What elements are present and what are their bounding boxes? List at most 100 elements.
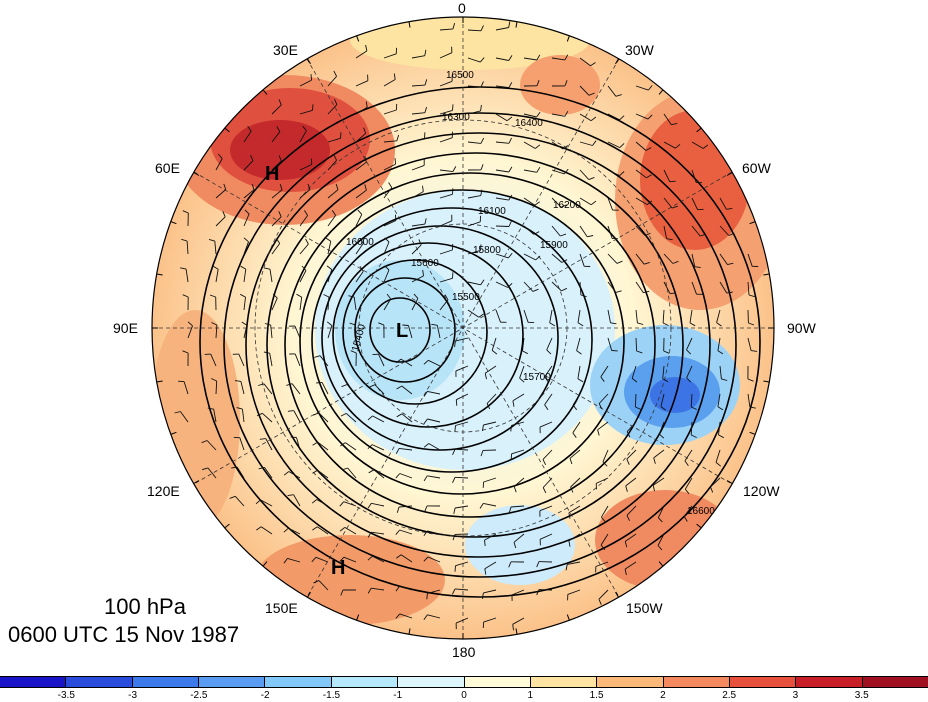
wind-barb-flag [587,235,594,238]
wind-barb [467,249,481,255]
wind-barb-flag [669,292,676,295]
wind-barb-flag [508,55,513,61]
wind-barb-flag [560,204,567,208]
wind-barb [663,253,674,264]
wind-barb-flag [402,324,409,326]
wind-barb [568,533,581,542]
wind-barb-flag [675,143,681,149]
wind-barb [316,499,329,507]
wind-barb [691,141,704,149]
wind-barb [491,337,497,351]
wind-barb [544,393,553,405]
wind-barb [572,421,581,434]
wind-barb [321,382,329,395]
wind-barb [411,112,425,115]
wind-barb-flag [287,410,294,412]
wind-barb [288,471,301,479]
wind-barb-flag [592,140,597,146]
wind-barb-flag [418,239,422,246]
wind-barb [427,418,441,423]
wind-barb-flag [312,469,318,474]
wind-barb [399,585,413,591]
wind-barb-flag [546,349,552,355]
wind-barb-flag [536,589,540,596]
wind-barb-flag [283,558,288,564]
boundary-ticks [152,17,774,639]
wind-barb-flag [653,457,656,464]
wind-barb-flag [211,322,218,326]
wind-barb [427,614,441,619]
wind-barb [427,475,441,479]
wind-barb [467,85,482,88]
colorbar-tick-label: 2 [660,690,666,701]
wind-barb [270,325,273,339]
wind-barb [495,169,509,173]
wind-barb-flag [451,588,456,595]
wind-barb [427,390,441,395]
wind-barb-flag [312,526,318,531]
wind-barb [600,365,609,378]
wind-barb-flag [316,381,323,384]
wind-barb-flag [396,134,400,141]
wind-barb [427,530,441,535]
wind-barb [401,385,413,395]
boundary-tick [156,273,163,276]
wind-barb-flag [454,565,456,572]
wind-barb-flag [480,137,485,144]
wind-barb-flag [669,180,676,183]
wind-barb-flag [694,266,701,269]
wind-barb-flag [367,531,372,538]
wind-barb [635,225,646,236]
wind-barb [210,353,217,367]
wind-barb-flag [715,462,721,467]
wind-barb-flag [454,341,456,348]
wind-barb [378,354,385,367]
warm-anomaly-region [520,55,600,115]
wind-barb-flag [663,350,670,354]
wind-barb-flag [349,322,356,326]
wind-barb [243,189,255,199]
wind-barb [293,494,301,507]
wind-barb [271,243,281,255]
wind-barb-flag [535,144,541,149]
wind-barb-flag [570,486,574,493]
wind-barb [653,449,665,459]
wind-barb [577,365,581,379]
wind-barb [523,281,534,292]
wind-barb [439,299,449,311]
lon-label-60w: 60W [742,160,771,176]
colorbar-segment [597,677,664,687]
wind-barb [411,275,424,283]
wind-barb [523,113,537,118]
wind-barb [373,469,385,479]
wind-barb [240,381,245,395]
wind-barb [467,141,481,144]
high-pressure-marker: H [331,557,346,579]
wind-barb [383,298,392,311]
wind-barb [483,502,497,507]
wind-barb [439,80,453,87]
wind-barb-flag [452,166,457,172]
wind-barb-flag [378,322,385,326]
contour-label: 16400 [515,118,543,129]
wind-barb-flag [239,293,246,298]
wind-barb [747,281,750,296]
wind-barb-flag [637,322,644,325]
wind-barb [513,533,525,543]
wind-barb [662,365,665,379]
wind-barb [663,169,671,182]
wind-barb-flag [340,132,342,139]
wind-barb [607,337,613,351]
wind-barb [467,309,480,318]
wind-barb [299,79,312,87]
wind-barb [318,580,329,591]
wind-barb-flag [689,322,696,327]
wind-barb-flag [600,544,606,551]
wind-barb-flag [480,279,485,286]
wind-barb-flag [624,569,627,576]
wind-barb-flag [702,144,709,149]
wind-barb-flag [710,486,714,493]
wind-barb [243,160,254,171]
wind-barb [353,297,357,311]
